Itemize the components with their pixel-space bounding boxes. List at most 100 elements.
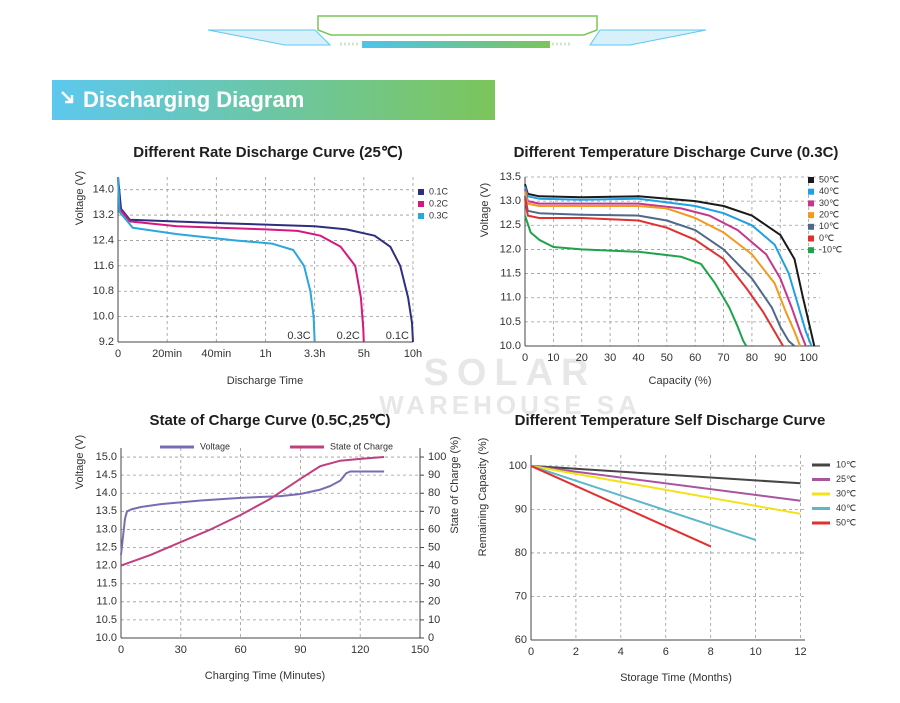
legend-swatch <box>808 188 814 195</box>
legend-swatch <box>418 213 424 219</box>
y-tick-label: 100 <box>509 460 527 472</box>
legend-swatch <box>808 177 814 183</box>
end-label: 0.1C <box>386 330 409 342</box>
y-tick-label: 10.0 <box>500 340 521 352</box>
legend-label: 0.3C <box>429 210 449 220</box>
y-tick-label: 14.0 <box>96 487 117 499</box>
series-line <box>530 464 801 502</box>
y-tick-label: 11.5 <box>96 578 117 590</box>
x-axis-label: Charging Time (Minutes) <box>205 670 325 682</box>
y-axis-label: Remaining Capacity (%) <box>477 438 489 557</box>
series-line <box>530 464 756 541</box>
series-line <box>530 464 801 485</box>
y2-tick-label: 20 <box>428 596 440 608</box>
legend-label: 0℃ <box>819 233 834 243</box>
y-tick-label: 12.0 <box>96 560 117 572</box>
legend-swatch <box>808 212 814 219</box>
section-banner <box>52 80 495 120</box>
series-line <box>524 191 802 347</box>
watermark: SOLAR WAREHOUSE SA <box>379 352 637 420</box>
chart-title: Different Temperature Self Discharge Cur… <box>515 412 826 429</box>
y2-tick-label: 60 <box>428 523 440 535</box>
x-tick-label: 90 <box>294 644 306 656</box>
y-tick-label: 14.5 <box>96 469 117 481</box>
legend-swatch <box>808 247 814 254</box>
x-tick-label: 5h <box>358 348 370 360</box>
y-tick-label: 13.5 <box>500 171 521 183</box>
legend-label: -10℃ <box>819 245 842 255</box>
x-tick-label: 40min <box>201 348 231 360</box>
series-line <box>524 186 813 347</box>
y-tick-label: 11.0 <box>96 596 117 608</box>
y-tick-label: 11.6 <box>93 260 114 272</box>
y-tick-label: 10.0 <box>93 311 114 323</box>
x-tick-label: 0 <box>528 646 534 658</box>
y-axis-label: Voltage (V) <box>74 171 86 225</box>
y-tick-label: 11.5 <box>500 267 521 279</box>
legend-label: State of Charge <box>330 441 393 451</box>
y-tick-label: 14.0 <box>93 184 114 196</box>
x-tick-label: 0 <box>115 348 121 360</box>
y-tick-label: 9.2 <box>99 336 114 348</box>
x-tick-label: 20 <box>576 352 588 364</box>
legend-swatch <box>418 201 424 207</box>
series-line <box>120 470 385 555</box>
legend-swatch <box>808 223 814 230</box>
x-tick-label: 50 <box>661 352 673 364</box>
y2-tick-label: 50 <box>428 541 440 553</box>
x-tick-label: 0 <box>118 644 124 656</box>
x-tick-label: 8 <box>708 646 714 658</box>
chart-title: Different Rate Discharge Curve (25℃) <box>133 144 402 161</box>
legend-label: 0.2C <box>429 198 449 208</box>
x-tick-label: 90 <box>774 352 786 364</box>
x-tick-label: 0 <box>522 352 528 364</box>
series-line <box>117 176 365 343</box>
series-line <box>117 176 414 343</box>
x-tick-label: 6 <box>663 646 669 658</box>
legend-swatch <box>808 235 814 242</box>
x-tick-label: 60 <box>689 352 701 364</box>
y-axis-label: Voltage (V) <box>74 435 86 489</box>
legend-label: Voltage <box>200 441 230 451</box>
y-tick-label: 10.0 <box>96 632 117 644</box>
y2-tick-label: 40 <box>428 560 440 572</box>
x-tick-label: 150 <box>411 644 429 656</box>
x-axis-label: Storage Time (Months) <box>620 672 732 684</box>
x-tick-label: 40 <box>632 352 644 364</box>
y-tick-label: 10.5 <box>96 614 117 626</box>
legend-label: 0.1C <box>429 186 449 196</box>
y-tick-label: 12.5 <box>96 541 117 553</box>
y-tick-label: 90 <box>515 503 527 515</box>
legend-swatch <box>808 200 814 207</box>
x-tick-label: 30 <box>604 352 616 364</box>
x-tick-label: 120 <box>351 644 369 656</box>
banner-icon <box>61 91 74 104</box>
series-line <box>530 464 712 548</box>
legend-label: 30℃ <box>836 488 856 498</box>
y2-tick-label: 100 <box>428 451 446 463</box>
y-tick-label: 13.2 <box>93 209 114 221</box>
x-tick-label: 4 <box>618 646 624 658</box>
series-line <box>524 183 816 347</box>
x-tick-label: 60 <box>234 644 246 656</box>
x-tick-label: 3.3h <box>304 348 325 360</box>
y-tick-label: 12.0 <box>500 243 521 255</box>
x-tick-label: 12 <box>794 646 806 658</box>
legend-label: 40℃ <box>819 186 839 196</box>
x-tick-label: 20min <box>152 348 182 360</box>
series-line <box>524 188 807 347</box>
legend-label: 50℃ <box>836 517 856 527</box>
legend-label: 25℃ <box>836 474 856 484</box>
y-tick-label: 10.5 <box>500 316 521 328</box>
series-line <box>117 176 316 343</box>
y2-tick-label: 10 <box>428 614 440 626</box>
x-tick-label: 100 <box>799 352 817 364</box>
legend-label: 10℃ <box>836 459 856 469</box>
header-ornament <box>207 15 707 48</box>
legend-label: 10℃ <box>819 221 839 231</box>
legend-swatch <box>418 189 424 195</box>
y-tick-label: 15.0 <box>96 451 117 463</box>
x-tick-label: 2 <box>573 646 579 658</box>
x-axis-label: Discharge Time <box>227 375 303 387</box>
